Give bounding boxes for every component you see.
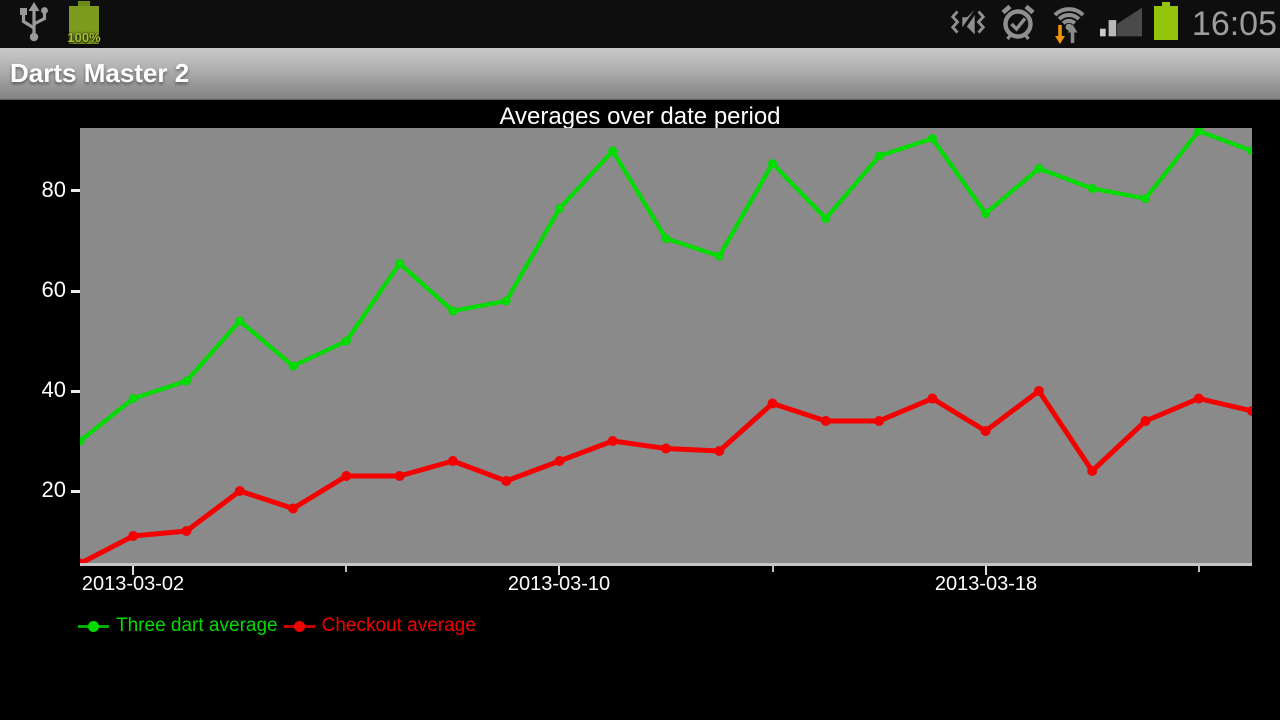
- status-bar-left: 100%: [14, 0, 104, 48]
- chart-canvas: [80, 128, 1252, 566]
- y-axis-label: 60: [41, 277, 66, 302]
- series-line-1: [80, 388, 1252, 566]
- data-point: [768, 159, 777, 168]
- x-axis-tick: [132, 566, 134, 575]
- legend-label: Three dart average: [116, 615, 278, 636]
- alarm-icon: [998, 3, 1038, 46]
- legend-label: Checkout average: [321, 615, 476, 636]
- x-axis-minor-tick: [772, 566, 774, 572]
- data-point: [448, 306, 458, 316]
- plot-area[interactable]: [80, 128, 1252, 566]
- y-axis-tick: [71, 390, 80, 393]
- data-point: [1140, 416, 1151, 426]
- data-point: [234, 486, 245, 496]
- status-bar-right: 16:05: [947, 0, 1277, 48]
- data-point: [874, 151, 884, 161]
- data-point: [767, 398, 778, 409]
- legend-line-marker-icon: [283, 620, 315, 632]
- data-point: [1193, 393, 1204, 404]
- data-point: [80, 436, 85, 446]
- y-axis-label: 20: [41, 477, 66, 502]
- data-point: [820, 416, 831, 426]
- data-point: [1087, 184, 1097, 193]
- y-axis-tick: [71, 189, 80, 192]
- data-point: [128, 394, 138, 403]
- data-point: [1194, 128, 1204, 136]
- series-line-0: [80, 128, 1252, 443]
- app-title-bar: Darts Master 2: [0, 48, 1280, 100]
- data-point: [981, 209, 991, 218]
- data-point: [555, 204, 564, 213]
- legend-line-marker-icon: [78, 620, 109, 632]
- data-point: [927, 134, 937, 143]
- y-axis-label: 40: [41, 377, 66, 402]
- vibrate-mute-icon: [947, 6, 989, 43]
- data-point: [1034, 164, 1044, 173]
- data-point: [1141, 194, 1150, 203]
- data-point: [341, 471, 352, 481]
- wifi-up-arrow: [1067, 24, 1078, 43]
- data-point: [607, 436, 618, 446]
- x-axis-label: 2013-03-10: [507, 573, 611, 595]
- data-point: [181, 526, 192, 536]
- data-point: [874, 416, 885, 426]
- x-axis-tick: [985, 566, 987, 575]
- legend-dot-icon: [293, 620, 305, 632]
- signal-strength-icon: [1099, 7, 1142, 42]
- x-axis-minor-tick: [345, 566, 347, 572]
- battery-100-icon: 100%: [64, 1, 104, 47]
- data-point: [501, 476, 512, 486]
- usb-icon: [14, 1, 54, 48]
- y-axis-tick: [71, 490, 80, 493]
- data-point: [394, 471, 405, 481]
- data-point: [447, 456, 458, 466]
- data-point: [980, 426, 991, 436]
- x-axis-label: 2013-03-18: [934, 573, 1038, 595]
- x-axis-line: [80, 563, 1252, 566]
- y-axis-tick: [71, 290, 80, 293]
- x-axis-minor-tick: [1198, 566, 1200, 572]
- chart-title: Averages over date period: [499, 103, 781, 130]
- data-point: [288, 503, 299, 514]
- data-point: [554, 456, 565, 466]
- data-point: [341, 336, 351, 346]
- data-point: [182, 376, 191, 386]
- app-title: Darts Master 2: [10, 58, 190, 88]
- legend-dot-icon: [88, 620, 99, 632]
- data-point: [821, 214, 831, 223]
- status-time: 16:05: [1191, 4, 1277, 43]
- battery-percent-label: 100%: [67, 30, 101, 45]
- data-point: [714, 251, 724, 261]
- data-point: [608, 146, 618, 156]
- legend-item-checkout-average: Checkout average: [283, 615, 476, 637]
- data-point: [661, 443, 671, 454]
- legend-item-three-dart-average: Three dart average: [78, 615, 278, 637]
- data-point: [1247, 406, 1252, 416]
- data-point: [927, 393, 938, 404]
- data-point: [1087, 466, 1098, 476]
- data-point: [1033, 386, 1044, 396]
- data-point: [501, 296, 511, 306]
- chart-legend: Three dart average Checkout average: [78, 612, 476, 640]
- data-point: [714, 446, 725, 456]
- wifi-traffic-icon: [1047, 0, 1091, 50]
- data-point: [661, 234, 671, 243]
- y-axis-label: 80: [41, 177, 66, 202]
- data-point: [1247, 146, 1252, 156]
- x-axis-tick: [558, 566, 560, 575]
- data-point: [288, 361, 298, 371]
- status-bar[interactable]: 100%: [0, 0, 1280, 48]
- battery-full-icon: [1151, 1, 1181, 47]
- data-point: [235, 316, 245, 326]
- data-point: [128, 531, 139, 541]
- x-axis-label: 2013-03-02: [81, 573, 185, 595]
- data-point: [395, 259, 405, 268]
- wifi-down-arrow: [1054, 24, 1065, 44]
